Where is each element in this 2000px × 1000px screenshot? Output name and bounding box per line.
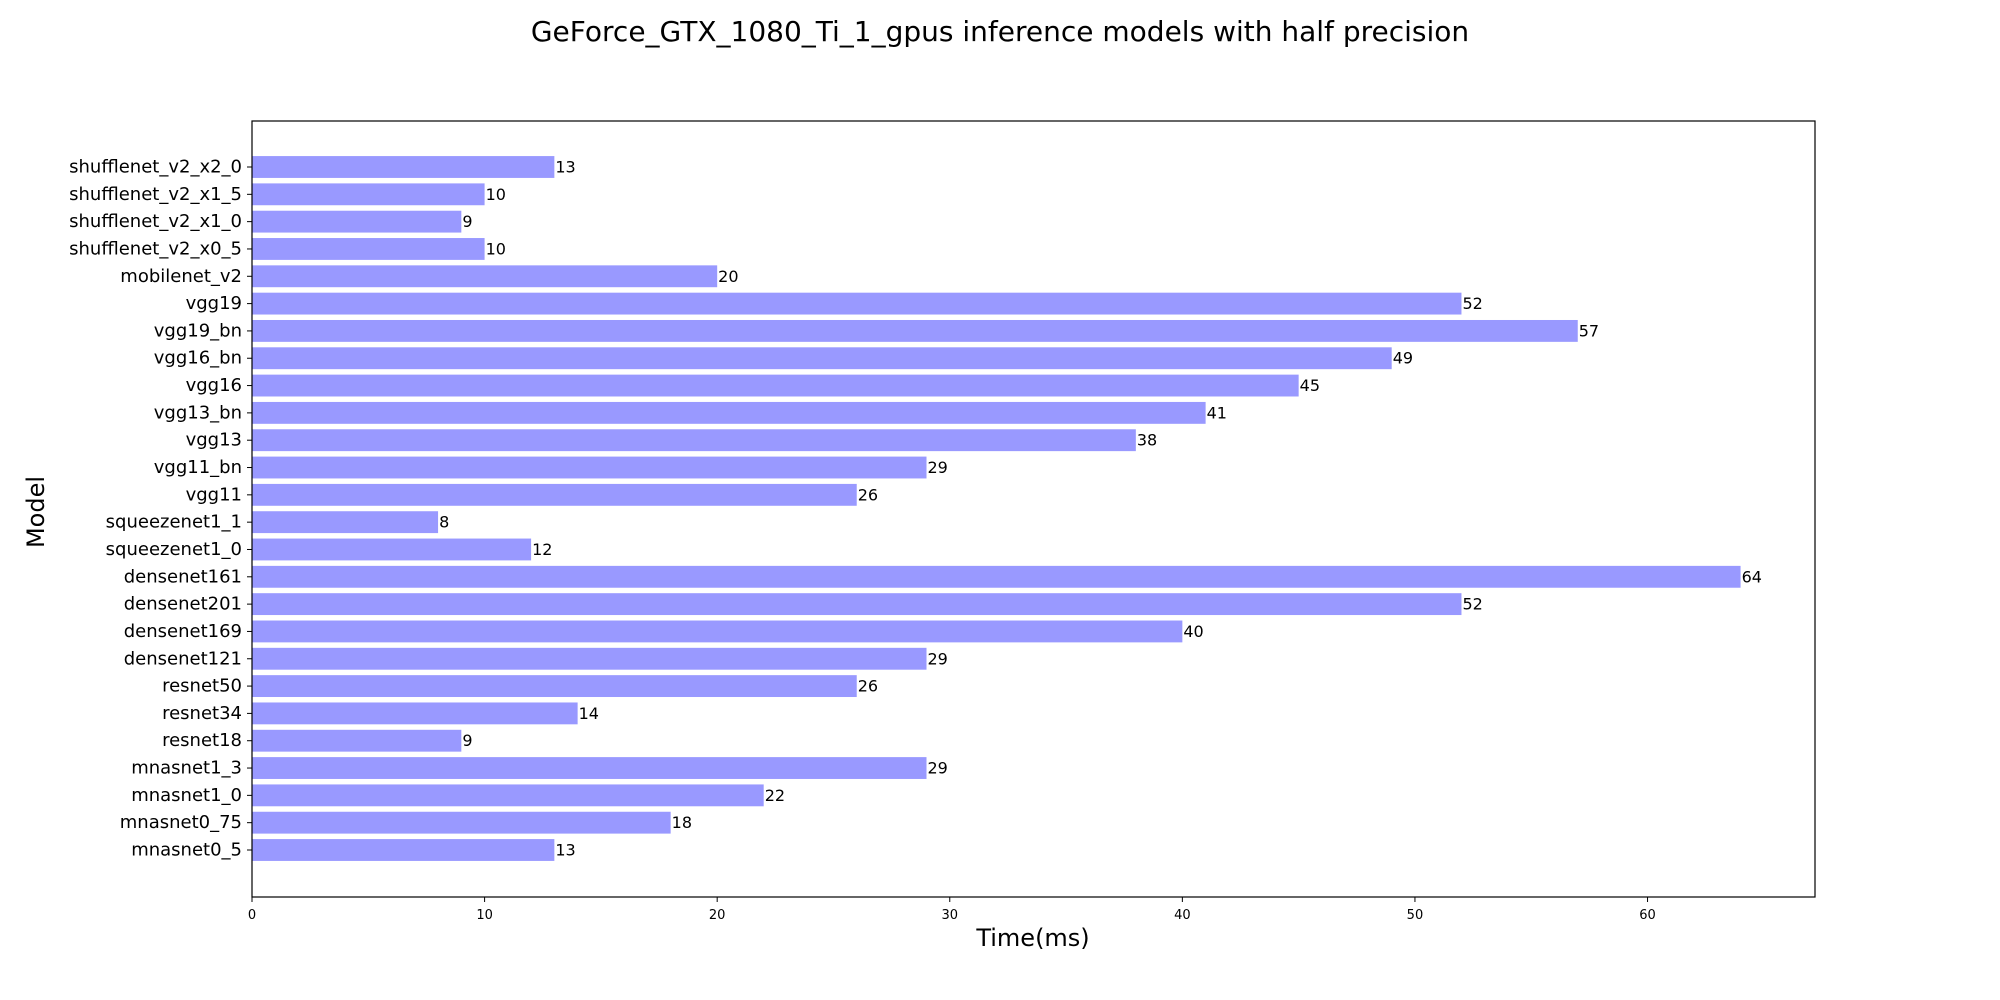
bar — [252, 156, 555, 178]
y-tick-label: vgg19_bn — [154, 320, 242, 341]
value-labels: 13 10 9 10 20 52 57 49 45 41 38 29 26 8 12 64 52 40 29 26 14… — [439, 158, 1762, 860]
y-tick-label: resnet50 — [162, 676, 242, 697]
bar — [252, 456, 927, 479]
bar — [252, 729, 462, 752]
x-axis-label: Time(ms) — [975, 924, 1089, 952]
y-tick-label: resnet18 — [162, 730, 242, 751]
x-axis: 0 10 20 30 40 50 60 — [248, 897, 1656, 923]
data-label: 9 — [462, 731, 472, 750]
data-label: 8 — [439, 513, 449, 532]
y-tick-label: vgg11_bn — [154, 457, 242, 478]
data-label: 29 — [928, 649, 948, 668]
bar — [252, 265, 718, 288]
bar — [252, 839, 555, 861]
y-tick-label: vgg16 — [186, 375, 242, 396]
x-tick-label: 0 — [248, 908, 256, 923]
x-tick-label: 50 — [1407, 908, 1424, 923]
y-tick-label: densenet169 — [124, 621, 242, 642]
y-tick-label: vgg11 — [186, 484, 242, 505]
y-tick-label: densenet121 — [124, 648, 242, 669]
bar — [252, 429, 1136, 452]
bar — [252, 593, 1462, 616]
bar — [252, 757, 927, 779]
data-label: 57 — [1579, 321, 1599, 340]
bar — [252, 238, 485, 260]
bar — [252, 401, 1206, 424]
bar — [252, 565, 1741, 588]
bar — [252, 347, 1392, 370]
data-label: 49 — [1393, 349, 1413, 368]
y-tick-label: mnasnet0_5 — [131, 840, 242, 861]
bar — [252, 292, 1462, 315]
data-label: 26 — [858, 485, 878, 504]
bar — [252, 538, 532, 561]
data-label: 40 — [1183, 622, 1203, 641]
bar — [252, 183, 485, 206]
y-tick-label: mobilenet_v2 — [120, 266, 242, 287]
data-label: 12 — [532, 540, 552, 559]
data-label: 29 — [928, 458, 948, 477]
data-label: 18 — [672, 813, 692, 832]
data-label: 38 — [1137, 431, 1157, 450]
y-axis: shufflenet_v2_x2_0 shufflenet_v2_x1_5shuf… — [69, 157, 252, 861]
y-axis-label: Model — [22, 476, 50, 548]
y-tick-label: vgg19 — [186, 293, 242, 314]
y-tick-label: mnasnet1_0 — [131, 785, 242, 806]
y-tick-label: shufflenet_v2_x1_0 — [69, 211, 242, 232]
bar — [252, 620, 1183, 643]
data-label: 10 — [486, 239, 506, 258]
bar — [252, 511, 439, 534]
data-label: 13 — [555, 158, 575, 177]
x-tick-label: 40 — [1174, 908, 1191, 923]
bar — [252, 811, 671, 834]
y-tick-label: squeezenet1_1 — [106, 512, 242, 533]
y-tick-label: mnasnet0_75 — [120, 812, 242, 833]
bars-group — [252, 156, 1741, 861]
x-tick-label: 20 — [709, 908, 726, 923]
y-tick-label: vgg16_bn — [154, 348, 242, 369]
x-tick-label: 30 — [941, 908, 958, 923]
data-label: 20 — [718, 267, 738, 286]
bar — [252, 483, 857, 506]
plot-frame — [251, 120, 1816, 898]
y-tick-label: resnet34 — [162, 703, 242, 724]
bar — [252, 675, 857, 698]
bar — [252, 702, 578, 725]
bar — [252, 647, 927, 670]
data-label: 45 — [1300, 376, 1320, 395]
data-label: 52 — [1462, 294, 1482, 313]
data-label: 9 — [462, 212, 472, 231]
data-label: 41 — [1207, 403, 1227, 422]
data-label: 13 — [555, 841, 575, 860]
y-tick-label: densenet201 — [124, 594, 242, 615]
data-label: 22 — [765, 786, 785, 805]
bar — [252, 374, 1299, 397]
y-tick-label: densenet161 — [124, 566, 242, 587]
bar — [252, 210, 462, 233]
data-label: 14 — [579, 704, 599, 723]
x-tick-label: 60 — [1639, 908, 1656, 923]
y-tick-label: vgg13 — [186, 430, 242, 451]
y-tick-label: shufflenet_v2_x1_5 — [69, 184, 242, 205]
y-tick-label: shufflenet_v2_x2_0 — [69, 157, 242, 178]
data-label: 26 — [858, 677, 878, 696]
data-label: 29 — [928, 759, 948, 778]
y-tick-label: shufflenet_v2_x0_5 — [69, 238, 242, 259]
bar — [252, 784, 764, 807]
y-tick-label: vgg13_bn — [154, 402, 242, 423]
x-tick-label: 10 — [476, 908, 493, 923]
chart-title: GeForce_GTX_1080_Ti_1_gpus inference mod… — [531, 15, 1469, 48]
data-label: 10 — [486, 185, 506, 204]
y-tick-label: squeezenet1_0 — [106, 539, 242, 560]
y-tick-label: mnasnet1_3 — [131, 758, 242, 779]
data-label: 64 — [1742, 567, 1762, 586]
data-label: 52 — [1462, 595, 1482, 614]
bar — [252, 319, 1578, 342]
